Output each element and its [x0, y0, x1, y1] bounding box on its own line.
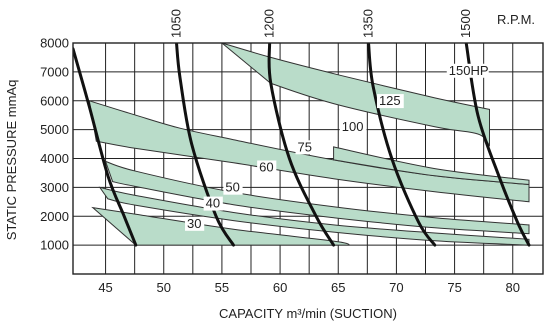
band-label-bg — [185, 216, 205, 231]
band-label-bg — [446, 63, 489, 78]
rpm-label-1350: 1350 — [361, 9, 376, 38]
x-tick-label: 65 — [331, 280, 345, 295]
band-label-75: 75 — [298, 139, 312, 154]
band-label-60: 60 — [259, 159, 273, 174]
x-tick-label: 80 — [506, 280, 520, 295]
band-label-30: 30 — [187, 216, 201, 231]
y-tick-label: 3000 — [40, 180, 69, 195]
x-tick-label: 55 — [215, 280, 229, 295]
x-tick-labels: 45 50 55 60 65 70 75 80 — [98, 280, 520, 295]
horsepower-bands — [88, 43, 530, 246]
y-tick-label: 2000 — [40, 209, 69, 224]
band-75 — [333, 146, 530, 186]
y-tick-label: 1000 — [40, 238, 69, 253]
x-tick-label: 70 — [389, 280, 403, 295]
y-tick-label: 5000 — [40, 122, 69, 137]
x-tick-label: 60 — [273, 280, 287, 295]
band-label-40: 40 — [206, 196, 220, 211]
rpm-curves — [73, 43, 531, 247]
rpm-label-1500: 1500 — [458, 9, 473, 38]
band-label-bg — [257, 160, 277, 175]
rpm-curve-1050 — [175, 43, 235, 247]
x-tick-label: 50 — [157, 280, 171, 295]
rpm-curve-1500 — [464, 43, 531, 247]
x-tick-label: 45 — [98, 280, 112, 295]
x-tick-label: 75 — [447, 280, 461, 295]
band-label-125: 125 — [379, 93, 401, 108]
y-tick-label: 7000 — [40, 64, 69, 79]
plot-frame — [72, 42, 544, 275]
rpm-label-1200: 1200 — [262, 9, 277, 38]
y-axis-title: STATIC PRESSURE mmAq — [4, 80, 19, 241]
band-30 — [91, 206, 351, 246]
band-label-150HP: 150HP — [449, 63, 489, 78]
band-label-bg — [295, 140, 315, 155]
band-label-bg — [203, 196, 223, 211]
rpm-curve-1200 — [267, 43, 336, 247]
rpm-labels: 1050 1200 1350 1500 — [169, 9, 474, 38]
band-label-bg — [339, 120, 367, 135]
band-label-50: 50 — [225, 180, 239, 195]
band-100 — [221, 43, 490, 147]
band-labels: 30 40 50 60 75 100 125 150HP — [185, 63, 489, 231]
y-tick-label: 4000 — [40, 151, 69, 166]
rpm-axis-label: R.P.M. — [497, 12, 535, 27]
band-label-bg — [223, 180, 243, 195]
rpm-curve-0 — [73, 47, 138, 247]
rpm-label-1050: 1050 — [169, 9, 184, 38]
y-tick-labels: 1000 2000 3000 4000 5000 6000 7000 8000 — [40, 36, 69, 253]
y-tick-label: 6000 — [40, 93, 69, 108]
band-label-bg — [376, 94, 404, 109]
rpm-curve-1350 — [367, 43, 437, 247]
band-label-100: 100 — [342, 119, 364, 134]
y-tick-label: 8000 — [40, 36, 69, 51]
x-axis-title: CAPACITY m³/min (SUCTION) — [219, 306, 397, 321]
